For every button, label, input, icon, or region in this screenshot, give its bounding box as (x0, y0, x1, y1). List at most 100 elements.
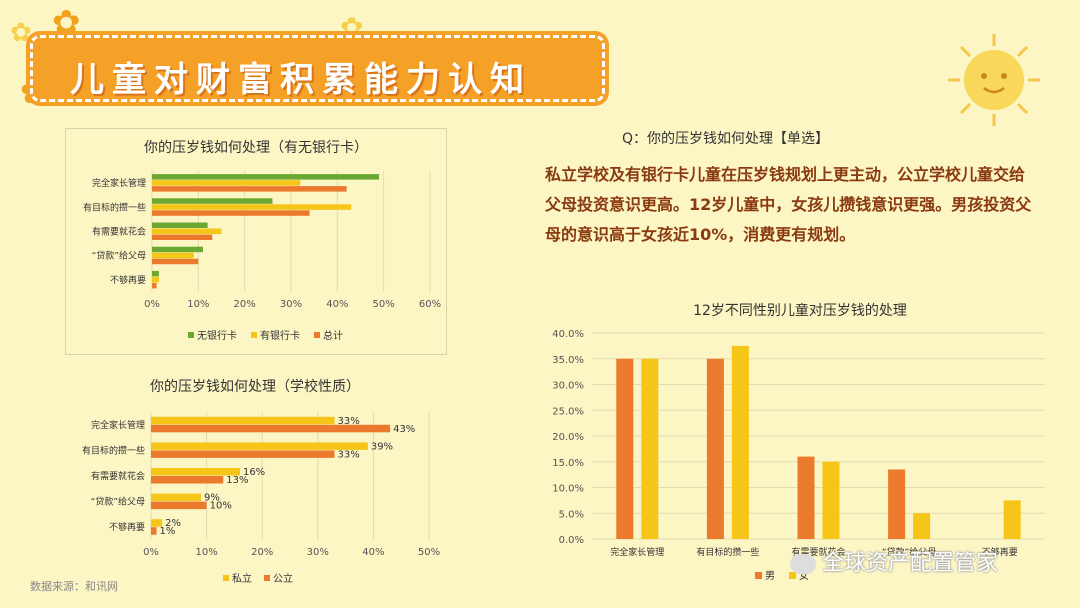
x-tick-label: 60% (419, 299, 441, 310)
x-tick-label: 30% (307, 547, 329, 558)
x-tick-label: 10% (195, 547, 217, 558)
category-label: 不够再要 (110, 275, 146, 286)
bar (152, 186, 347, 192)
bar (151, 493, 202, 502)
x-tick-label: 20% (234, 299, 256, 310)
data-label: 16% (243, 467, 265, 478)
category-label: 完全家长管理 (92, 177, 146, 189)
bar (152, 228, 222, 234)
bar (641, 358, 659, 539)
chart-school-panel: 你的压岁钱如何处理（学校性质） 0% 10% 20% 30% 40% 50% 完全家长管理 3… (65, 370, 445, 590)
title-banner (30, 35, 605, 102)
bar (152, 234, 213, 240)
bar (616, 358, 634, 539)
legend-swatch (789, 572, 796, 579)
x-tick-label: 10% (187, 299, 209, 310)
data-label: 10% (210, 501, 232, 512)
legend-label: 公立 (273, 572, 293, 585)
data-label: 1% (160, 526, 176, 537)
bar (151, 424, 391, 433)
bar (706, 358, 724, 539)
category-label: “贷款”给父母 (91, 496, 145, 508)
chart-title: 12岁不同性别儿童对压岁钱的处理 (693, 303, 907, 319)
category-label: 有需要就花会 (92, 226, 146, 238)
summary-text: 私立学校及有银行卡儿童在压岁钱规划上更主动，公立学校儿童交给父母投资意识更高。1… (545, 165, 1032, 244)
y-tick-label: 5.0% (559, 509, 584, 520)
data-label: 9% (204, 493, 220, 504)
wechat-icon (790, 554, 816, 574)
bar (152, 204, 352, 210)
data-label: 2% (165, 518, 181, 529)
category-label: 有目标的攒一些 (82, 444, 145, 456)
y-tick-label: 10.0% (552, 484, 584, 495)
bar (731, 345, 749, 539)
x-tick-label: 0% (143, 547, 159, 558)
bar (152, 282, 157, 289)
bar (797, 456, 815, 539)
bar (152, 258, 199, 265)
chart-title: 你的压岁钱如何处理（学校性质） (150, 379, 360, 395)
legend-swatch (264, 575, 270, 581)
x-tick-label: 50% (418, 547, 440, 558)
category-label: “贷款”给父母 (882, 546, 936, 558)
category-label: 有需要就花会 (91, 470, 145, 482)
x-tick-label: 30% (280, 299, 302, 310)
x-tick-label: 40% (362, 547, 384, 558)
category-label: 完全家长管理 (91, 419, 145, 431)
watermark-text: 全球资产配置管家 (822, 551, 999, 576)
page-title: 儿童对财富积累能力认知 (70, 60, 532, 100)
y-tick-label: 25.0% (552, 406, 584, 417)
legend-label: 男 (765, 570, 775, 582)
legend-label: 总计 (323, 329, 343, 342)
chart-bank-card-panel: 你的压岁钱如何处理（有无银行卡） 0% 10% 20% 30% 40% 50% 60% 完全家… (65, 128, 447, 355)
gender-column-chart: 0.0% 5.0% 10.0% 15.0% 20.0% 25.0% 30.0% 35.0% 40… (552, 329, 1045, 582)
bar (152, 270, 159, 277)
legend-label: 女 (799, 569, 809, 582)
bar (151, 519, 163, 527)
data-label: 43% (393, 424, 415, 435)
category-label: 不够再要 (982, 547, 1018, 558)
bar (152, 252, 194, 259)
school-type-bar-chart: 0% 10% 20% 30% 40% 50% 完全家长管理 33% 43% 有目标的攒一些 39% 3… (82, 412, 440, 585)
category-label: “贷款”给父母 (92, 250, 146, 262)
watermark: 全球资产配置管家 (790, 545, 998, 577)
y-tick-label: 30.0% (552, 381, 584, 392)
bar (152, 174, 380, 180)
bar (152, 222, 208, 228)
data-label: 33% (337, 416, 359, 427)
legend-swatch (251, 332, 257, 338)
data-label: 39% (371, 441, 393, 452)
legend-swatch (755, 572, 762, 579)
bar (822, 461, 840, 539)
legend-label: 无银行卡 (197, 329, 237, 342)
y-tick-label: 40.0% (552, 329, 584, 340)
legend-swatch (188, 332, 194, 338)
flower-icon: ✿ (340, 11, 364, 44)
data-label: 33% (337, 449, 359, 460)
x-tick-label: 0% (144, 299, 160, 310)
bar (151, 450, 335, 458)
bar (151, 527, 157, 535)
bar (151, 501, 207, 510)
chart-title: 你的压岁钱如何处理（有无银行卡） (144, 140, 368, 156)
data-source: 数据来源：和讯网 (30, 580, 118, 593)
y-tick-label: 20.0% (552, 432, 584, 443)
category-label: 有目标的攒一些 (696, 546, 759, 558)
flower-icon: ✿ (52, 3, 81, 43)
x-tick-label: 40% (326, 299, 348, 310)
legend-swatch (223, 575, 229, 581)
category-label: 有目标的攒一些 (83, 201, 146, 213)
legend-label: 私立 (232, 572, 252, 585)
y-tick-label: 35.0% (552, 355, 584, 366)
x-tick-label: 50% (373, 299, 395, 310)
bar (151, 442, 368, 450)
flower-icon: ✿ (10, 18, 32, 48)
bar (888, 469, 906, 539)
bar (151, 476, 224, 484)
y-tick-label: 15.0% (552, 458, 584, 469)
bar (152, 180, 301, 186)
data-label: 13% (226, 475, 248, 486)
chart-gender-panel: 12岁不同性别儿童对压岁钱的处理 0.0% 5.0% 10.0% 15.0% 20.0%… (540, 295, 1060, 590)
question-text: Q：你的压岁钱如何处理【单选】 (622, 131, 830, 147)
